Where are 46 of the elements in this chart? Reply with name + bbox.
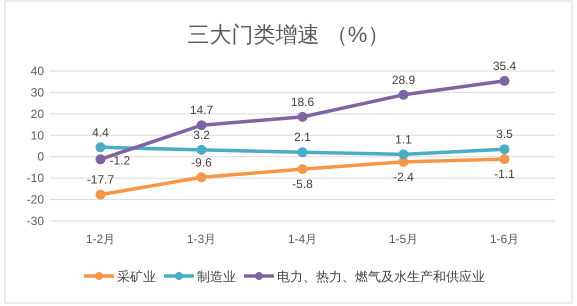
data-label: 35.4: [492, 58, 516, 73]
x-tick-label: 1-4月: [288, 232, 318, 246]
data-label: -1.1: [494, 167, 516, 182]
data-label: -9.6: [191, 155, 212, 170]
y-tick-label: 40: [30, 64, 44, 78]
y-tick-label: 20: [30, 106, 44, 121]
point: [298, 112, 308, 122]
point: [398, 90, 408, 100]
legend-label: 采矿业: [117, 269, 156, 284]
point: [196, 144, 206, 155]
point: [398, 149, 408, 160]
y-tick-label: -20: [26, 192, 44, 207]
y-tick-label: 10: [30, 128, 44, 142]
data-label: 1.1: [395, 132, 412, 146]
data-label: -2.4: [393, 170, 414, 184]
data-label: 18.6: [290, 94, 314, 109]
point: [500, 154, 510, 164]
y-tick-label: 30: [30, 85, 44, 100]
point: [196, 120, 206, 130]
data-label: -1.2: [110, 153, 131, 168]
y-tick-label: 0: [37, 150, 44, 164]
point: [298, 164, 308, 174]
x-tick-label: 1-5月: [388, 232, 418, 246]
data-label: 2.1: [294, 130, 312, 144]
point: [298, 147, 308, 158]
data-label: -5.8: [292, 177, 314, 192]
chart-title: 三大门类增速 （%）: [188, 22, 390, 47]
x-tick-label: 1-6月: [490, 232, 520, 246]
point: [500, 76, 510, 86]
data-label: 3.2: [193, 128, 210, 142]
data-label: 3.5: [496, 127, 514, 142]
data-label: 28.9: [392, 72, 416, 87]
x-tick-label: 1-3月: [186, 232, 216, 246]
data-label: 4.4: [92, 125, 110, 140]
legend-label: 电力、热力、燃气及水生产和供应业: [277, 269, 485, 284]
point: [96, 142, 106, 152]
legend-label: 制造业: [197, 269, 236, 284]
data-label: -17.7: [86, 172, 114, 187]
point: [500, 144, 510, 154]
y-tick-label: -30: [26, 214, 44, 228]
point: [96, 190, 106, 200]
point: [196, 172, 206, 182]
point: [96, 154, 106, 164]
y-tick-label: -10: [26, 171, 44, 186]
data-label: 14.7: [190, 103, 214, 118]
x-tick-label: 1-2月: [86, 232, 116, 246]
